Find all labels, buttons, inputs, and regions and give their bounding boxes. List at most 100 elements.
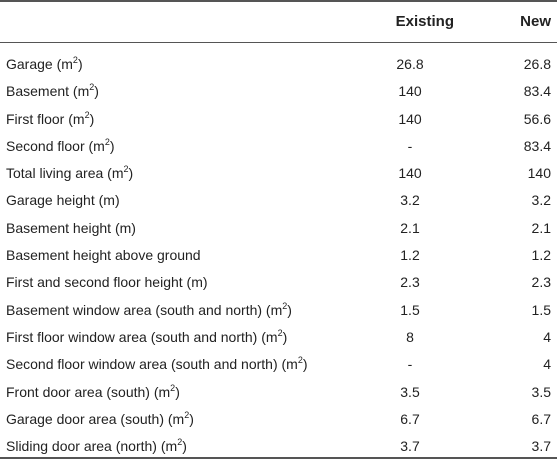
cell-new: 83.4 <box>523 83 551 100</box>
cell-new: 4 <box>543 356 551 373</box>
row-label: Garage height (m) <box>6 192 120 208</box>
table-row: Garage door area (south) (m2) 6.7 6.7 <box>0 407 557 434</box>
unit-superscript: 2 <box>104 136 110 147</box>
row-label: Basement window area (south and north) (… <box>6 300 292 318</box>
row-label: First floor window area (south and north… <box>6 327 288 345</box>
cell-new: 4 <box>543 328 551 345</box>
row-label-text: Garage door area (south) (m <box>6 410 185 427</box>
table-row: Basement (m2) 140 83.4 <box>0 79 557 106</box>
row-label: Basement (m2) <box>6 82 99 100</box>
cell-new: 3.2 <box>531 192 551 209</box>
cell-existing: 6.7 <box>400 410 420 427</box>
row-label-suffix: ) <box>182 438 187 455</box>
row-label: Front door area (south) (m2) <box>6 382 180 400</box>
row-label-text: Garage height (m) <box>6 192 120 209</box>
table-header-rule <box>0 42 557 43</box>
row-label-suffix: ) <box>94 83 99 100</box>
cell-existing: 140 <box>398 83 422 100</box>
table-row: Garage height (m) 3.2 3.2 <box>0 188 557 215</box>
table-row: Front door area (south) (m2) 3.5 3.5 <box>0 380 557 407</box>
cell-new: 1.2 <box>531 247 551 264</box>
row-label-suffix: ) <box>89 110 95 127</box>
row-label-text: Garage (m <box>6 56 73 72</box>
unit-superscript: 2 <box>89 82 95 93</box>
row-label-text: Sliding door area (north) (m <box>6 438 178 455</box>
unit-superscript: 2 <box>84 109 90 120</box>
table-row: Basement height above ground 1.2 1.2 <box>0 243 557 270</box>
table-body: Garage (m2) 26.8 26.8 Basement (m2) 140 83.4 F… <box>0 52 557 461</box>
row-label: Garage door area (south) (m2) <box>6 409 194 427</box>
table-row: First floor window area (south and north… <box>0 325 557 352</box>
cell-existing: 1.5 <box>400 301 420 318</box>
cell-existing: 3.2 <box>400 192 420 209</box>
row-label: Second floor (m2) <box>6 136 115 154</box>
cell-existing: 26.8 <box>396 56 424 72</box>
cell-new: 3.7 <box>531 438 551 455</box>
cell-new: 26.8 <box>523 56 551 72</box>
row-label-text: Second floor (m <box>6 137 105 154</box>
unit-superscript: 2 <box>170 382 176 393</box>
row-label: First floor (m2) <box>6 109 95 127</box>
row-label: Basement height (m) <box>6 220 136 236</box>
row-label: Total living area (m2) <box>6 164 134 182</box>
unit-superscript: 2 <box>72 55 78 65</box>
table-row: First floor (m2) 140 56.6 <box>0 107 557 134</box>
cell-existing: 3.5 <box>400 383 420 400</box>
unit-superscript: 2 <box>277 327 283 338</box>
cell-existing: 3.7 <box>400 438 420 455</box>
row-label: Second floor window area (south and nort… <box>6 355 308 373</box>
row-label-text: Front door area (south) (m <box>6 383 171 400</box>
header-existing: Existing <box>395 13 454 30</box>
cell-new: 83.4 <box>523 137 551 154</box>
row-label: Garage (m2) <box>6 55 83 73</box>
table-bottom-rule <box>0 457 557 459</box>
row-label-suffix: ) <box>282 328 288 345</box>
cell-existing: 2.1 <box>400 219 420 236</box>
cell-new: 6.7 <box>531 410 551 427</box>
row-label: Sliding door area (north) (m2) <box>6 438 187 455</box>
unit-superscript: 2 <box>297 355 303 366</box>
row-label-suffix: ) <box>189 410 194 427</box>
table-row: Sliding door area (north) (m2) 3.7 3.7 <box>0 434 557 461</box>
cell-existing: 2.3 <box>400 274 420 291</box>
row-label-text: First and second floor height (m) <box>6 274 208 291</box>
unit-superscript: 2 <box>282 300 288 311</box>
cell-new: 2.3 <box>531 274 551 291</box>
table-row: Total living area (m2) 140 140 <box>0 161 557 188</box>
row-label-text: Basement height above ground <box>6 247 201 264</box>
row-label-text: Basement window area (south and north) (… <box>6 301 283 318</box>
unit-superscript: 2 <box>123 164 129 175</box>
row-label: Basement height above ground <box>6 247 201 263</box>
row-label-text: First floor window area (south and north… <box>6 328 278 345</box>
cell-existing: 1.2 <box>400 247 420 264</box>
cell-existing: 8 <box>406 328 414 345</box>
table-row: Second floor window area (south and nort… <box>0 352 557 379</box>
cell-new: 1.5 <box>531 301 551 318</box>
row-label-text: Basement height (m) <box>6 219 136 236</box>
cell-new: 140 <box>527 165 551 182</box>
table-row: Basement window area (south and north) (… <box>0 298 557 325</box>
row-label-suffix: ) <box>109 137 115 154</box>
row-label: First and second floor height (m) <box>6 274 208 290</box>
table-top-rule <box>0 0 557 2</box>
row-label-text: Second floor window area (south and nort… <box>6 356 298 373</box>
row-label-text: First floor (m <box>6 110 85 127</box>
row-label-suffix: ) <box>175 383 180 400</box>
table-header-row: Existing New <box>0 0 557 42</box>
row-label-suffix: ) <box>128 165 134 182</box>
unit-superscript: 2 <box>184 409 190 420</box>
cell-new: 56.6 <box>523 110 551 127</box>
cell-new: 2.1 <box>531 219 551 236</box>
cell-existing: - <box>407 137 413 154</box>
cell-new: 3.5 <box>531 383 551 400</box>
header-new: New <box>520 13 551 30</box>
cell-existing: 140 <box>398 110 422 127</box>
table-row: Basement height (m) 2.1 2.1 <box>0 216 557 243</box>
row-label-text: Basement (m <box>6 83 90 100</box>
table-row: Garage (m2) 26.8 26.8 <box>0 52 557 79</box>
cell-existing: - <box>407 356 413 373</box>
row-label-text: Total living area (m <box>6 165 124 182</box>
table-row: Second floor (m2) - 83.4 <box>0 134 557 161</box>
row-label-suffix: ) <box>302 356 308 373</box>
row-label-suffix: ) <box>287 301 292 318</box>
